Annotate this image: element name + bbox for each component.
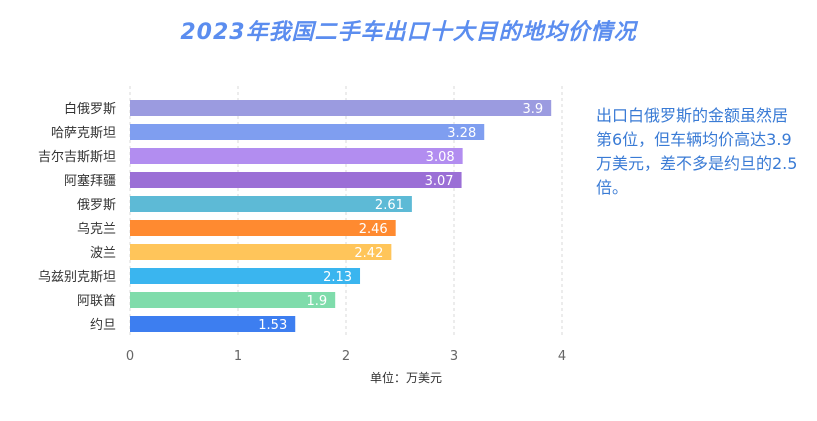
bar bbox=[130, 292, 336, 308]
x-tick-label: 0 bbox=[126, 349, 134, 364]
bar bbox=[130, 172, 462, 188]
value-label: 2.61 bbox=[375, 198, 404, 213]
value-label: 2.42 bbox=[354, 246, 383, 261]
bar bbox=[130, 148, 463, 164]
bar bbox=[130, 220, 396, 236]
category-label: 阿塞拜疆 bbox=[64, 173, 116, 189]
value-label: 3.28 bbox=[447, 126, 476, 141]
category-label: 阿联酋 bbox=[77, 293, 116, 309]
value-label: 1.9 bbox=[307, 294, 328, 309]
bar bbox=[130, 268, 361, 284]
category-label: 吉尔吉斯斯坦 bbox=[38, 150, 116, 165]
value-label: 3.07 bbox=[425, 174, 454, 189]
value-label: 1.53 bbox=[258, 318, 287, 333]
bar bbox=[130, 196, 412, 212]
value-label: 3.08 bbox=[426, 150, 455, 165]
category-label: 乌克兰 bbox=[77, 221, 116, 237]
x-axis-label: 单位：万美元 bbox=[370, 370, 442, 385]
x-tick-label: 2 bbox=[342, 349, 350, 364]
bar bbox=[130, 244, 392, 260]
chart-title: 2023年我国二手车出口十大目的地均价情况 bbox=[180, 20, 637, 45]
bar bbox=[130, 100, 552, 116]
bar bbox=[130, 124, 485, 140]
x-tick-label: 1 bbox=[234, 349, 242, 364]
category-label: 哈萨克斯坦 bbox=[51, 126, 116, 141]
value-label: 2.46 bbox=[359, 222, 388, 237]
x-tick-label: 3 bbox=[450, 349, 458, 364]
category-label: 波兰 bbox=[90, 246, 116, 261]
category-label: 白俄罗斯 bbox=[64, 101, 116, 117]
value-label: 2.13 bbox=[323, 270, 352, 285]
category-label: 乌兹别克斯坦 bbox=[38, 269, 116, 285]
value-label: 3.9 bbox=[523, 102, 544, 117]
category-label: 俄罗斯 bbox=[77, 198, 116, 213]
category-label: 约旦 bbox=[90, 318, 116, 333]
annotation-text: 出口白俄罗斯的金额虽然居第6位，但车辆均价高达3.9万美元，差不多是约旦的2.5… bbox=[596, 106, 798, 197]
x-tick-label: 4 bbox=[558, 349, 566, 364]
bar bbox=[130, 316, 296, 332]
